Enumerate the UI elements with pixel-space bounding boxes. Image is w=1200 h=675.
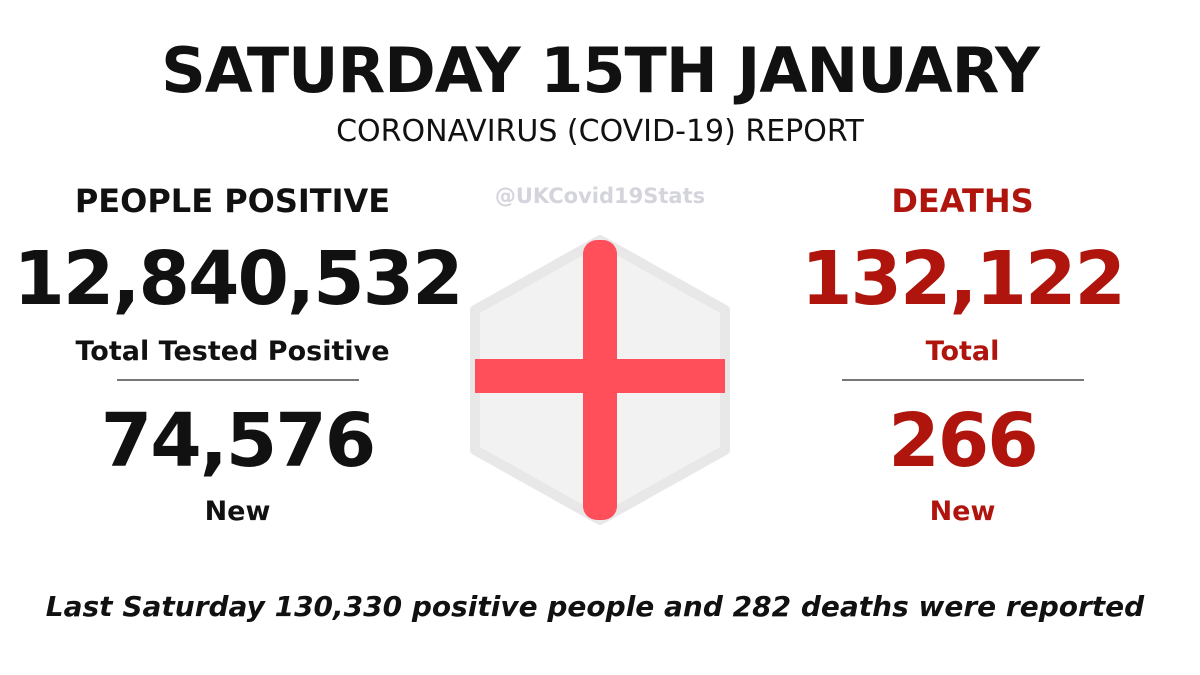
deaths-total-label: Total	[925, 336, 1000, 367]
deaths-new-label: New	[929, 496, 996, 527]
deaths-new: 266	[888, 398, 1038, 484]
watermark: @UKCovid19Stats	[494, 184, 706, 208]
divider	[842, 379, 1084, 381]
divider	[117, 379, 359, 381]
england-flag-hexagon	[470, 235, 730, 525]
deaths-heading: DEATHS	[891, 182, 1034, 220]
deaths-total: 132,122	[800, 236, 1126, 322]
positive-new: 74,576	[100, 398, 377, 484]
positive-total: 12,840,532	[13, 236, 463, 322]
positive-heading: PEOPLE POSITIVE	[74, 182, 391, 220]
footer: Last Saturday 130,330 positive people an…	[45, 590, 1145, 623]
positive-total-label: Total Tested Positive	[75, 336, 390, 367]
positive-new-label: New	[204, 496, 271, 527]
subtitle: CORONAVIRUS (COVID-19) REPORT	[336, 114, 864, 149]
title: SATURDAY 15TH JANUARY	[161, 34, 1040, 107]
cross-horizontal	[475, 359, 725, 393]
